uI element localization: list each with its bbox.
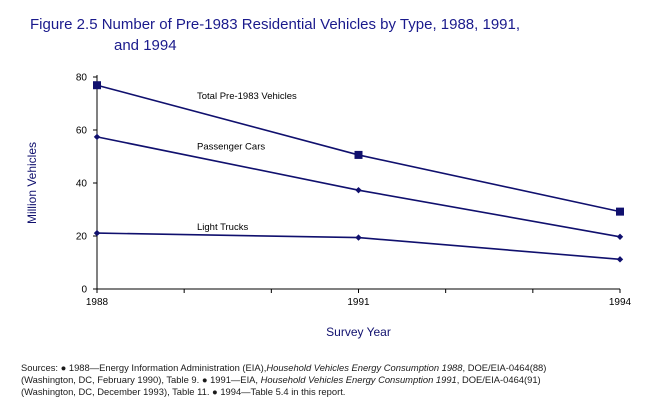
data-point-total-pre-1983-vehicles [354,150,363,159]
data-point-total-pre-1983-vehicles [616,207,624,216]
x-axis-title: Survey Year [326,325,391,339]
sources-line-1: Sources: ● 1988—Energy Information Admin… [21,362,547,373]
data-point-passenger-cars [355,186,362,194]
y-tick-label: 0 [81,285,87,296]
chart-title: Figure 2.5 Number of Pre-1983 Residentia… [30,14,520,56]
y-tick-label: 20 [76,232,88,243]
chart-title-line1: Figure 2.5 Number of Pre-1983 Residentia… [30,16,521,33]
line-chart: 0 20 40 60 80 1988 1991 1994 Survey Year Million … [25,73,632,340]
sources-note: Sources: ● 1988—Energy Information Admin… [21,362,546,398]
series-label-light-trucks: Light Trucks [197,222,248,233]
data-point-passenger-cars [616,233,624,240]
y-tick-label: 80 [76,73,88,84]
data-point-light-trucks [355,234,362,241]
y-axis-title: Million Vehicles [25,142,39,224]
series-label-total-pre-1983-vehicles: Total Pre-1983 Vehicles [197,91,297,102]
sources-line-2: (Washington, DC, February 1990), Table 9… [21,374,541,385]
x-tick-label: 1994 [609,297,632,308]
series-label-passenger-cars: Passenger Cars [197,141,265,152]
sources-line-3: (Washington, DC, December 1993), Table 1… [21,386,346,397]
data-point-light-trucks [616,256,624,263]
y-tick-label: 40 [76,179,88,190]
x-tick-label: 1991 [347,297,370,308]
x-tick-label: 1988 [86,297,109,308]
data-point-passenger-cars [93,133,101,141]
data-point-light-trucks [93,229,101,237]
y-tick-label: 60 [76,126,88,137]
chart-title-line2: and 1994 [114,37,177,54]
data-point-total-pre-1983-vehicles [93,81,101,90]
